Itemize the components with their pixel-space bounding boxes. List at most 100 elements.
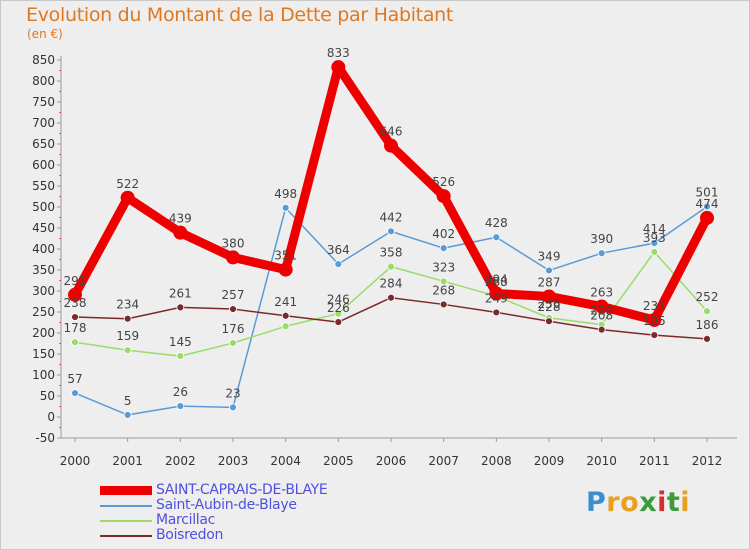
chart-title: Evolution du Montant de la Dette par Hab… (26, 4, 454, 26)
legend-label-marcillac: Marcillac (156, 512, 216, 528)
data-point (281, 311, 290, 320)
data-point (176, 402, 185, 410)
proxiti-logo: Proxiti (586, 487, 690, 518)
data-point (384, 138, 398, 153)
y-tick-label: -50 (35, 431, 55, 445)
legend-item-marcillac: Marcillac (100, 512, 400, 528)
data-label: 498 (274, 187, 297, 201)
x-tick-label: 2000 (60, 454, 91, 468)
y-tick-label: 700 (32, 116, 55, 130)
legend-label-boisredon: Boisredon (156, 527, 224, 543)
data-point (439, 300, 448, 309)
x-tick-label: 2009 (534, 454, 565, 468)
data-label: 358 (380, 246, 403, 260)
data-point (489, 286, 504, 301)
x-tick-label: 2011 (639, 454, 670, 468)
x-tick-label: 2012 (692, 454, 723, 468)
data-label: 439 (169, 212, 192, 226)
data-point (387, 262, 395, 271)
data-label: 238 (64, 296, 87, 310)
data-label: 380 (222, 236, 245, 250)
data-point (703, 334, 711, 343)
data-label: 5 (124, 394, 132, 408)
data-label: 226 (327, 301, 350, 315)
data-point (334, 309, 343, 318)
data-label: 364 (327, 243, 350, 257)
data-point (334, 260, 343, 269)
y-tick-label: 800 (32, 74, 55, 88)
data-point (68, 287, 82, 302)
data-point (650, 331, 659, 340)
data-point (71, 313, 79, 321)
data-label: 57 (67, 372, 82, 386)
data-point (123, 346, 132, 355)
data-label: 234 (116, 298, 139, 312)
data-label: 246 (327, 293, 350, 307)
data-point (387, 227, 395, 236)
y-tick-label: 500 (32, 200, 55, 214)
data-label: 236 (538, 297, 561, 311)
x-tick-label: 2001 (112, 454, 143, 468)
data-label: 646 (380, 125, 403, 139)
data-point (650, 239, 659, 248)
data-label: 351 (274, 249, 297, 263)
x-tick-label: 2005 (323, 454, 354, 468)
data-point (71, 389, 79, 397)
legend-swatch-marcillac (100, 520, 152, 522)
x-tick-label: 2010 (586, 454, 617, 468)
logo-letter: i (657, 487, 667, 518)
y-tick-label: 150 (32, 347, 55, 361)
data-point (229, 305, 237, 313)
data-label: 195 (643, 314, 666, 328)
data-point (594, 299, 609, 314)
data-point (597, 325, 606, 334)
data-label: 291 (64, 274, 87, 288)
data-label: 284 (380, 277, 403, 291)
data-point (436, 189, 451, 204)
x-tick-label: 2002 (165, 454, 196, 468)
data-point (281, 322, 290, 331)
y-tick-label: 600 (32, 158, 55, 172)
data-point (597, 249, 606, 258)
data-point (492, 308, 501, 317)
data-label: 390 (590, 232, 613, 246)
data-point (439, 244, 448, 253)
logo-letter: r (606, 487, 621, 518)
data-label: 323 (432, 260, 455, 274)
y-tick-label: 450 (32, 221, 55, 235)
data-label: 349 (538, 249, 561, 263)
legend-swatch-saint-aubin-de-blaye (100, 505, 152, 507)
data-point (492, 233, 501, 242)
data-label: 228 (538, 300, 561, 314)
legend-item-saint-aubin-de-blaye: Saint-Aubin-de-Blaye (100, 497, 400, 513)
data-label: 249 (485, 291, 508, 305)
legend-item-saint-caprais-de-blaye: SAINT-CAPRAIS-DE-BLAYE (100, 482, 400, 498)
data-label: 263 (590, 286, 613, 300)
data-label: 393 (643, 231, 666, 245)
data-point (331, 60, 346, 75)
data-label: 402 (432, 227, 455, 241)
data-point (281, 203, 290, 212)
data-point (700, 210, 714, 225)
data-point (71, 338, 79, 347)
data-point (173, 225, 188, 240)
y-tick-label: 400 (32, 242, 55, 256)
data-label: 145 (169, 335, 192, 349)
y-tick-label: 550 (32, 179, 55, 193)
data-label: 268 (432, 283, 455, 297)
y-tick-label: 100 (32, 368, 55, 382)
data-label: 442 (380, 210, 403, 224)
logo-letter: x (639, 487, 658, 518)
data-label: 287 (538, 275, 561, 289)
data-label: 26 (173, 385, 188, 399)
data-label: 252 (696, 290, 719, 304)
data-point (229, 339, 237, 347)
data-label: 833 (327, 46, 350, 60)
legend-label-saint-aubin-de-blaye: Saint-Aubin-de-Blaye (156, 497, 297, 513)
y-tick-label: 250 (32, 305, 55, 319)
y-tick-label: 850 (32, 53, 55, 67)
data-point (278, 262, 293, 277)
data-point (334, 318, 343, 326)
legend-swatch-boisredon (100, 535, 152, 537)
